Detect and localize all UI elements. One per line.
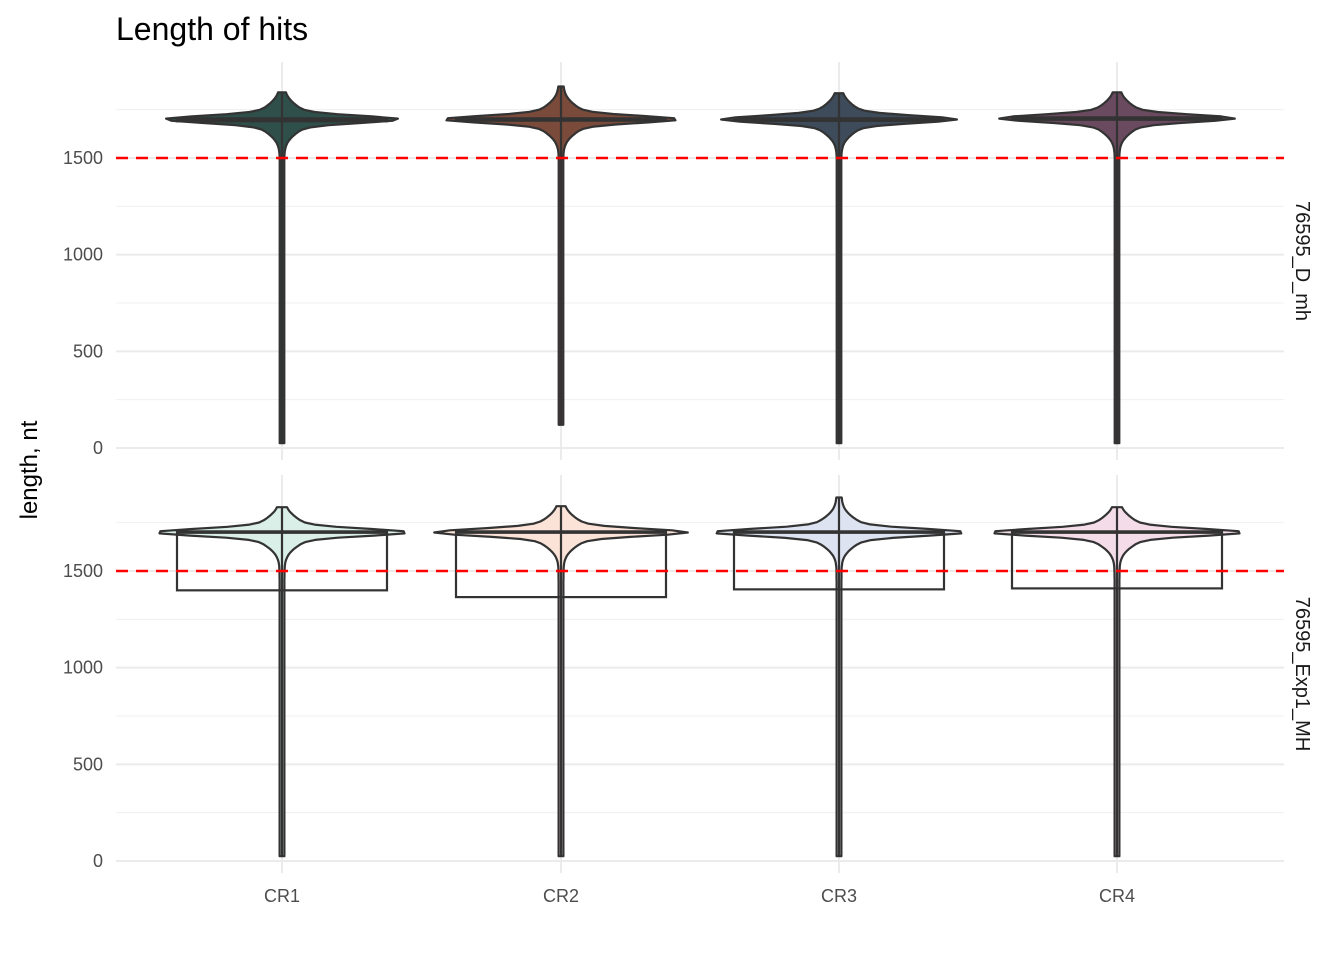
y-tick-label: 0 [93,438,103,458]
chart-title: Length of hits [116,11,308,47]
y-tick-label: 1000 [63,245,103,265]
x-axis: CR1 CR2 CR3 CR4 [264,886,1135,906]
facet-label: 76595_Exp1_MH [1291,597,1313,752]
y-tick-label: 0 [93,851,103,871]
facet-panels: 0 500 1000 1500 76595_D_mh 0 500 1000 1500 76595_… [63,62,1313,873]
y-axis-title: length, nt [16,420,43,519]
y-tick-label: 1000 [63,658,103,678]
x-tick-label: CR4 [1099,886,1135,906]
x-tick-label: CR1 [264,886,300,906]
x-tick-label: CR3 [821,886,857,906]
panel-76595_D_mh: 0 500 1000 1500 76595_D_mh [63,62,1313,460]
panel-76595_Exp1_MH: 0 500 1000 1500 76595_Exp1_MH [63,475,1313,873]
y-tick-label: 500 [73,754,103,774]
y-tick-label: 1500 [63,148,103,168]
y-tick-label: 500 [73,341,103,361]
facet-label: 76595_D_mh [1291,201,1313,321]
y-tick-label: 1500 [63,561,103,581]
x-tick-label: CR2 [543,886,579,906]
